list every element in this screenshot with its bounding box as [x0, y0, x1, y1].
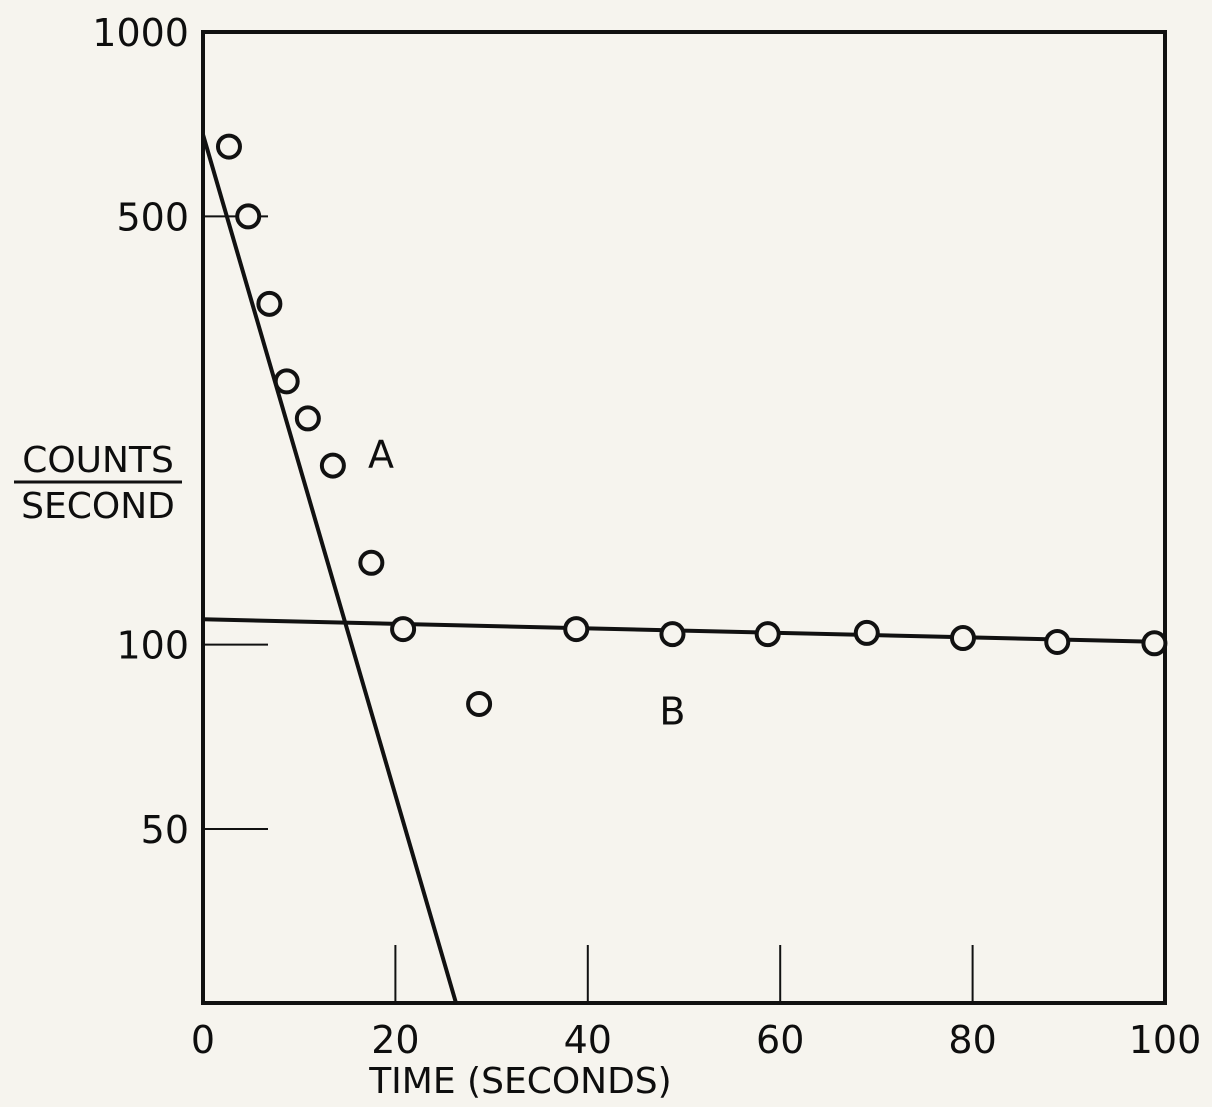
x-tick-label: 40 — [564, 1018, 612, 1062]
data-point — [563, 616, 590, 643]
data-point — [1141, 630, 1168, 657]
data-point — [358, 549, 385, 576]
x-tick-label: 80 — [948, 1018, 996, 1062]
x-tick-label: 20 — [371, 1018, 419, 1062]
y-axis-label-bottom: SECOND — [21, 486, 175, 527]
data-point — [256, 290, 283, 317]
y-tick-label: 100 — [116, 624, 189, 668]
plot-frame — [201, 30, 1167, 1005]
data-point — [390, 616, 417, 643]
data-point — [273, 368, 300, 395]
y-axis-ticks: 1000 500 100 50 — [92, 11, 268, 852]
data-point — [319, 452, 346, 479]
y-tick-label: 50 — [141, 808, 189, 852]
data-point — [1044, 628, 1071, 655]
x-tick-label: 100 — [1129, 1018, 1202, 1062]
plot-border — [201, 30, 1167, 1005]
x-tick-label: 0 — [191, 1018, 215, 1062]
fit-line-a — [201, 134, 458, 1004]
x-axis-label: TIME (SECONDS) — [368, 1061, 672, 1102]
y-tick-label: 1000 — [92, 11, 189, 55]
data-point — [659, 621, 686, 648]
data-point — [853, 619, 880, 646]
data-point — [466, 690, 493, 717]
chart-labels: A B TIME (SECONDS) COUNTS SECOND — [14, 433, 685, 1102]
x-tick-label: 60 — [756, 1018, 804, 1062]
data-point — [754, 621, 781, 648]
line-label-b: B — [659, 690, 685, 734]
y-tick-label: 500 — [116, 195, 189, 239]
data-point — [235, 203, 262, 230]
data-point — [294, 405, 321, 432]
line-label-a: A — [368, 433, 394, 477]
fit-lines — [201, 134, 1166, 1004]
data-points — [215, 133, 1168, 717]
y-axis-label-top: COUNTS — [22, 440, 174, 481]
data-point — [949, 625, 976, 652]
x-axis-ticks: 0 20 40 60 80 100 — [191, 945, 1201, 1062]
data-point — [215, 133, 242, 160]
